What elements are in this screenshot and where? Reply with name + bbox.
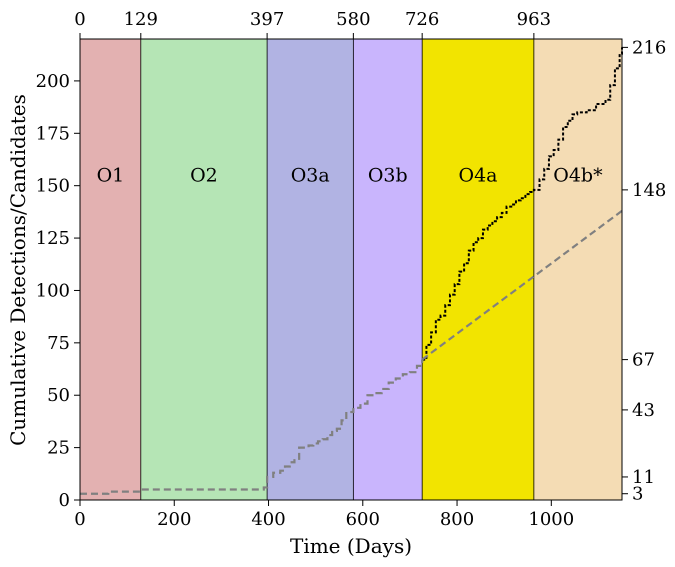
series-line-0 [422, 47, 623, 361]
x-tick-label-3: 600 [346, 509, 380, 530]
run-band-3 [353, 39, 423, 500]
y-tick-label-0: 0 [59, 490, 70, 511]
y-tick-label-3: 75 [47, 333, 70, 354]
x-tick-label-2: 400 [251, 509, 285, 530]
top-axis: 0 129 397 580 726 963 [74, 9, 551, 39]
y-tick-label-6: 150 [36, 176, 70, 197]
y-tick-label-1: 25 [47, 438, 70, 459]
run-label-2: O3a [291, 164, 330, 186]
y-tick-label-2: 50 [47, 385, 70, 406]
run-label-5: O4b* [553, 164, 603, 186]
series-line-1 [80, 359, 424, 495]
run-band-0 [80, 39, 141, 500]
y-tick-label-8: 200 [36, 71, 70, 92]
y-tick-label-7: 175 [36, 123, 70, 144]
run-label-4: O4a [459, 164, 498, 186]
x-axis: 0 200 400 600 800 1000 [74, 500, 574, 530]
series-line-2 [421, 209, 623, 361]
x-tick-label-4: 800 [440, 509, 474, 530]
y-axis: 0 25 50 75 100 125 150 175 200 [36, 71, 80, 511]
run-bands [80, 39, 622, 500]
x-axis-label: Time (Days) [290, 534, 412, 558]
top-tick-label-2: 397 [250, 9, 284, 30]
x-tick-label-1: 200 [157, 509, 191, 530]
top-tick-label-1: 129 [124, 9, 158, 30]
right-tick-label-2: 43 [632, 400, 655, 421]
run-label-3: O3b [368, 164, 408, 186]
right-tick-label-1: 11 [632, 467, 655, 488]
top-tick-label-3: 580 [336, 9, 370, 30]
plot-border [79, 38, 623, 501]
top-tick-label-5: 963 [517, 9, 551, 30]
run-band-4 [422, 39, 534, 500]
run-labels: O1 O2 O3a O3b O4a O4b* [97, 164, 604, 186]
plot-frame [79, 38, 623, 501]
x-tick-label-5: 1000 [528, 509, 574, 530]
y-axis-label: Cumulative Detections/Candidates [6, 94, 30, 446]
y-tick-label-4: 100 [36, 280, 70, 301]
right-tick-label-4: 148 [632, 180, 666, 201]
top-tick-label-4: 726 [405, 9, 439, 30]
x-tick-label-0: 0 [74, 509, 85, 530]
right-axis: 311 43 67 148 216 [622, 37, 666, 505]
series-group [80, 47, 623, 495]
run-label-1: O2 [190, 164, 218, 186]
run-label-0: O1 [97, 164, 125, 186]
right-tick-label-0: 3 [632, 484, 643, 505]
y-tick-label-5: 125 [36, 228, 70, 249]
right-tick-label-5: 216 [632, 37, 666, 58]
run-band-5 [533, 39, 622, 500]
right-tick-label-3: 67 [632, 350, 655, 371]
top-tick-label-0: 0 [74, 9, 85, 30]
run-band-1 [140, 39, 268, 500]
run-band-2 [267, 39, 354, 500]
